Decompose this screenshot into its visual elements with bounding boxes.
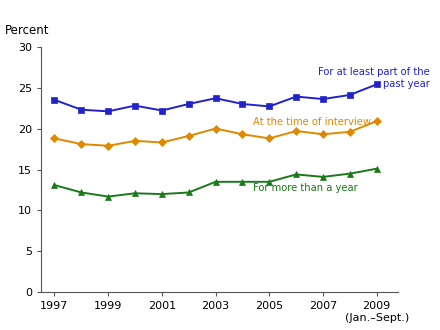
Text: Percent: Percent [5,24,50,37]
Text: For more than a year: For more than a year [253,183,358,193]
Text: For at least part of the
past year: For at least part of the past year [318,67,429,89]
Text: At the time of interview: At the time of interview [253,117,371,127]
